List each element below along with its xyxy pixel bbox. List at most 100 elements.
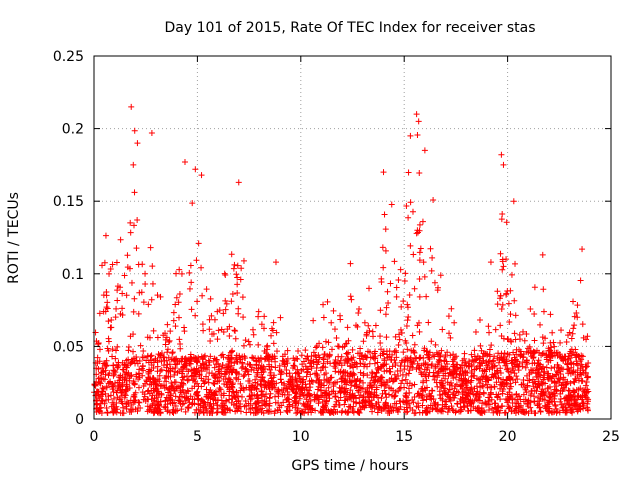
data-point	[484, 376, 491, 383]
data-point	[125, 347, 132, 354]
data-point	[451, 394, 458, 401]
data-point	[395, 276, 402, 283]
data-point	[194, 298, 201, 305]
data-point	[389, 363, 396, 370]
data-point	[355, 408, 362, 415]
data-point	[585, 388, 592, 395]
data-point	[478, 408, 485, 415]
data-point	[434, 361, 441, 368]
data-point	[554, 408, 561, 415]
data-point	[206, 326, 213, 333]
data-point	[403, 323, 410, 330]
data-point	[539, 350, 546, 357]
data-point	[499, 390, 506, 397]
data-point	[122, 375, 129, 382]
data-point	[157, 409, 164, 416]
data-point	[299, 361, 306, 368]
data-point	[495, 404, 502, 411]
data-point	[343, 350, 350, 357]
data-point	[283, 407, 290, 414]
data-point	[351, 359, 358, 366]
data-point	[444, 409, 451, 416]
data-point	[104, 299, 111, 306]
data-point	[265, 379, 272, 386]
data-point	[411, 341, 418, 348]
data-point	[349, 356, 356, 363]
data-point	[121, 394, 128, 401]
data-point	[388, 201, 395, 208]
data-point	[193, 391, 200, 398]
data-point	[420, 355, 427, 362]
data-point	[182, 408, 189, 415]
data-point	[462, 359, 469, 366]
data-point	[193, 406, 200, 413]
data-point	[324, 358, 331, 365]
data-point	[123, 405, 130, 412]
data-point	[130, 331, 137, 338]
data-point	[497, 365, 504, 372]
data-point	[524, 377, 531, 384]
data-point	[423, 377, 430, 384]
data-point	[103, 404, 110, 411]
data-point	[552, 386, 559, 393]
data-point	[551, 364, 558, 371]
data-point	[240, 373, 247, 380]
data-point	[530, 350, 537, 357]
data-point	[408, 358, 415, 365]
data-point	[231, 360, 238, 367]
data-point	[113, 403, 120, 410]
data-point	[402, 356, 409, 363]
data-point	[206, 403, 213, 410]
data-point	[148, 129, 155, 136]
data-point	[294, 356, 301, 363]
data-point	[268, 332, 275, 339]
data-point	[204, 399, 211, 406]
data-point	[396, 385, 403, 392]
data-point	[145, 374, 152, 381]
data-point	[154, 382, 161, 389]
data-point	[414, 131, 421, 138]
data-point	[582, 392, 589, 399]
data-point	[164, 361, 171, 368]
data-point	[374, 378, 381, 385]
data-point	[259, 405, 266, 412]
data-point	[325, 353, 332, 360]
data-point	[435, 368, 442, 375]
data-point	[237, 408, 244, 415]
data-point	[171, 379, 178, 386]
data-point	[332, 408, 339, 415]
data-point	[477, 342, 484, 349]
data-point	[461, 355, 468, 362]
data-point	[487, 389, 494, 396]
data-point	[579, 246, 586, 253]
data-point	[222, 306, 229, 313]
data-point	[120, 410, 127, 417]
data-point	[447, 352, 454, 359]
data-point	[241, 372, 248, 379]
data-point	[320, 404, 327, 411]
data-point	[199, 321, 206, 328]
data-point	[203, 405, 210, 412]
data-point	[161, 375, 168, 382]
data-point	[222, 297, 229, 304]
data-point	[473, 365, 480, 372]
data-point	[374, 365, 381, 372]
data-point	[409, 407, 416, 414]
data-point	[279, 391, 286, 398]
data-point	[485, 394, 492, 401]
data-point	[497, 292, 504, 299]
data-point	[548, 409, 555, 416]
data-point	[485, 377, 492, 384]
data-point	[226, 406, 233, 413]
data-point	[109, 353, 116, 360]
data-point	[493, 367, 500, 374]
data-point	[314, 361, 321, 368]
data-point	[404, 301, 411, 308]
data-point	[316, 340, 323, 347]
data-point	[220, 375, 227, 382]
data-point	[369, 408, 376, 415]
data-point	[487, 259, 494, 266]
data-point	[325, 377, 332, 384]
data-point	[102, 367, 109, 374]
data-point	[446, 394, 453, 401]
